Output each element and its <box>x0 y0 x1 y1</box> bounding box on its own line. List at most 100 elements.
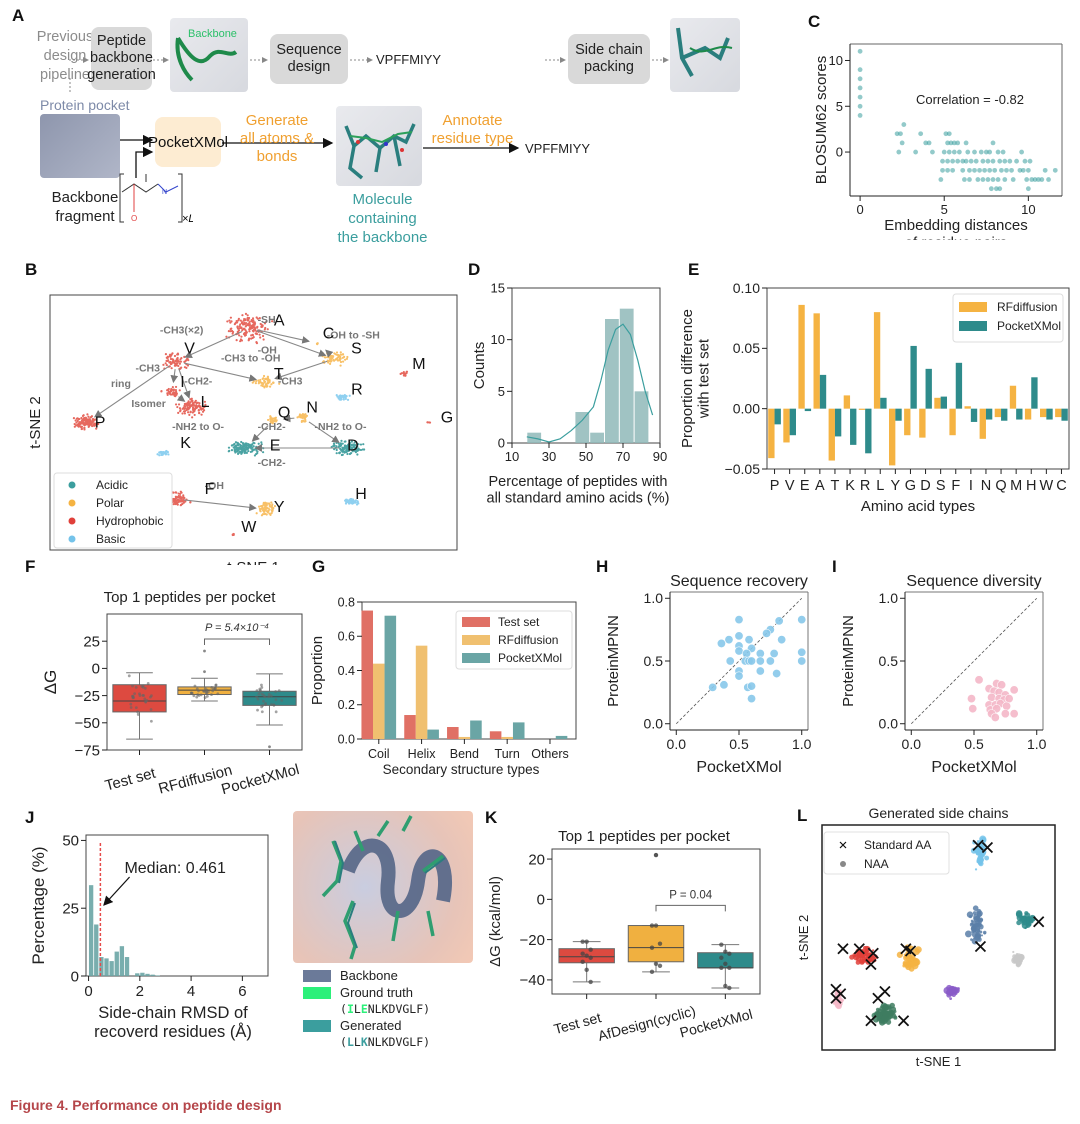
data-point <box>87 422 91 425</box>
histogram-bar <box>109 961 114 976</box>
data-point <box>337 445 340 448</box>
backbone-swatch <box>303 969 331 982</box>
standard-aa-marker <box>972 839 984 851</box>
legend-item-generated: Generated <box>303 1017 483 1034</box>
histogram-bar <box>590 432 604 443</box>
pocketxmol-arrows <box>120 134 520 178</box>
naa-point <box>972 905 979 911</box>
x-axis-label: t-SNE 1 <box>916 1054 962 1069</box>
legend-label: Standard AA <box>864 838 931 852</box>
bar-PocketXMol <box>804 408 812 412</box>
data-point <box>259 336 262 339</box>
data-point <box>304 420 307 423</box>
data-point <box>352 498 355 501</box>
data-point <box>990 158 996 164</box>
significance-bracket <box>655 904 726 912</box>
data-point <box>259 322 262 326</box>
data-point <box>956 149 962 155</box>
backbone-label: Backbone <box>188 28 237 40</box>
data-point <box>167 359 170 362</box>
standard-aa-marker <box>974 940 987 953</box>
packed-peptide-image <box>670 18 740 92</box>
data-point <box>250 334 253 337</box>
data-point <box>857 103 863 109</box>
data-point <box>131 684 134 688</box>
data-point <box>259 505 263 508</box>
naa-point <box>881 1006 885 1010</box>
standard-aa-marker <box>837 943 849 955</box>
data-point <box>1004 167 1009 173</box>
data-point <box>182 496 185 499</box>
fragment-line1: Backbone <box>51 189 119 206</box>
seq-part: L <box>353 1002 361 1016</box>
bar-RFdiffusion <box>1055 408 1062 418</box>
chart-title: Top 1 peptides per pocket <box>558 828 731 845</box>
x-tick-label: K <box>845 478 855 494</box>
data-point <box>194 405 197 409</box>
figure-caption: Figure 4. Performance on peptide design <box>10 1097 282 1113</box>
data-point <box>81 421 84 424</box>
panel-label-f: F <box>25 557 36 576</box>
data-point <box>1025 167 1031 173</box>
legend-marker <box>68 517 76 525</box>
data-point <box>83 418 86 421</box>
side-chain-packing-box: Side chain packing <box>568 34 650 84</box>
data-point <box>210 693 213 697</box>
data-point <box>136 713 140 716</box>
data-point <box>898 131 903 137</box>
data-point <box>231 533 234 537</box>
data-point <box>263 510 266 513</box>
data-point <box>237 448 240 451</box>
data-point <box>78 417 81 421</box>
data-point <box>940 158 945 164</box>
y-tick-label: 0 <box>498 436 505 451</box>
data-point <box>268 508 271 511</box>
bar-PocketXMol <box>789 408 796 436</box>
data-point <box>261 507 264 510</box>
data-point <box>332 442 336 445</box>
arrow-label: -OH <box>258 345 277 357</box>
data-point <box>267 502 271 505</box>
x-tick-label: I <box>969 478 973 494</box>
data-point <box>345 357 349 360</box>
data-point <box>230 320 233 323</box>
backbone-fragment-structure: N O ×L <box>119 173 193 225</box>
arrow-label: -CH3 <box>135 363 160 375</box>
data-point <box>857 67 863 73</box>
x-tick-label: G <box>905 478 916 494</box>
data-point <box>174 395 177 398</box>
cluster-label-P: P <box>95 415 106 432</box>
data-point <box>175 392 178 395</box>
data-point <box>353 441 356 444</box>
x-tick-label: 70 <box>616 449 630 464</box>
data-point <box>734 671 744 681</box>
data-point <box>238 325 241 328</box>
data-point <box>188 413 191 416</box>
data-point <box>990 712 1000 722</box>
data-point <box>945 140 950 146</box>
data-point <box>777 635 787 645</box>
data-point <box>995 177 1001 182</box>
x-tick-label: C <box>1056 478 1066 494</box>
data-point <box>997 680 1007 690</box>
data-point <box>200 413 203 416</box>
histogram-bar <box>124 957 130 976</box>
bar-RFdiffusion <box>919 408 926 438</box>
standard-aa-marker <box>981 841 994 854</box>
data-point <box>346 398 350 401</box>
x-tick-label: R <box>860 478 870 494</box>
data-point <box>747 681 757 691</box>
data-point <box>255 316 258 319</box>
data-point <box>1024 177 1030 182</box>
bar-RFdiffusion <box>934 397 941 409</box>
x-tick-label: 30 <box>542 449 556 464</box>
data-point <box>241 449 244 452</box>
data-point <box>77 422 80 425</box>
seq-part: ( <box>340 1035 347 1049</box>
y-tick-label: 10 <box>491 332 505 347</box>
x-axis-label: Embedding distances <box>884 217 1027 234</box>
x-tick-label: S <box>936 478 946 494</box>
transform-arrow <box>93 365 170 418</box>
data-point <box>350 440 353 443</box>
data-point <box>657 941 663 946</box>
